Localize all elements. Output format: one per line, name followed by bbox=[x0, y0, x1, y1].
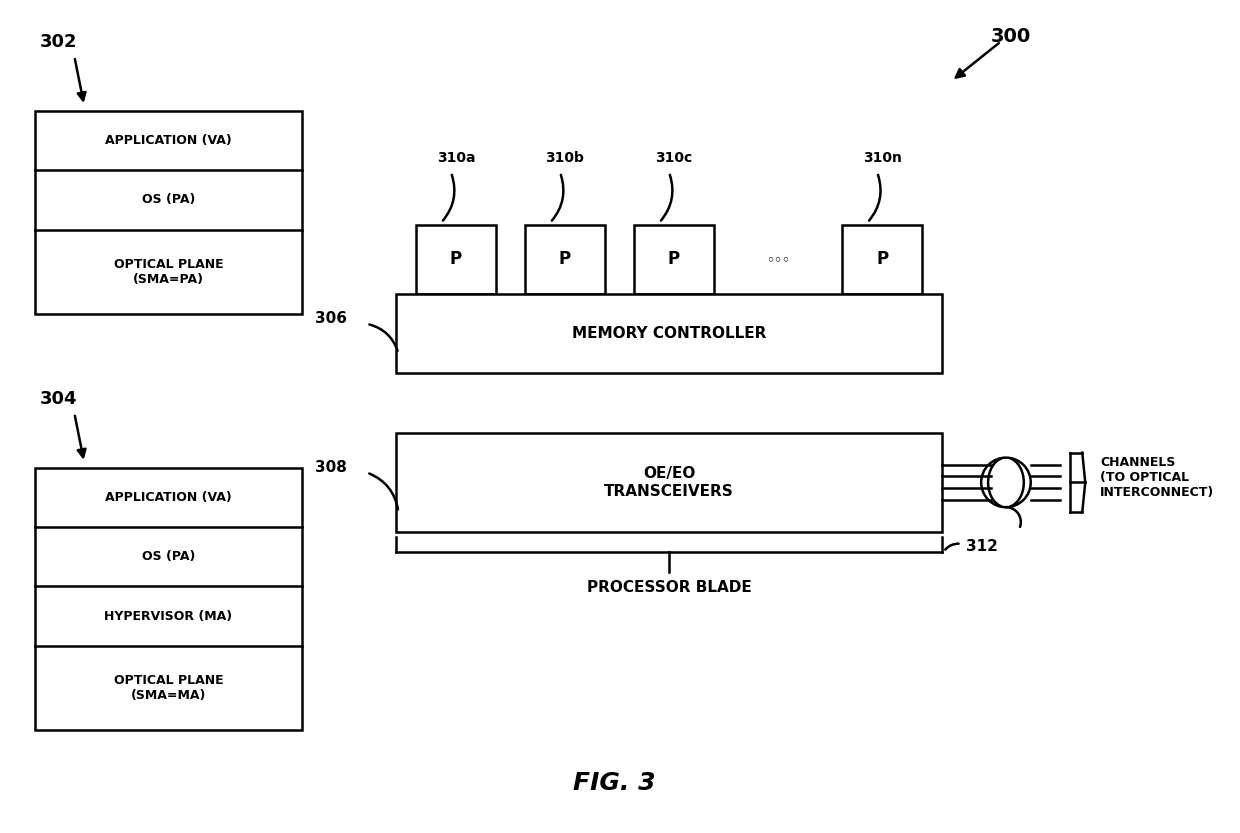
Bar bbox=[35, 111, 303, 314]
Bar bbox=[526, 225, 605, 294]
Text: 310c: 310c bbox=[655, 152, 693, 165]
Text: OPTICAL PLANE
(SMA=PA): OPTICAL PLANE (SMA=PA) bbox=[114, 257, 223, 286]
Text: 302: 302 bbox=[40, 33, 77, 52]
Text: 306: 306 bbox=[315, 312, 347, 327]
Text: 310n: 310n bbox=[863, 152, 901, 165]
Text: CHANNELS
(TO OPTICAL
INTERCONNECT): CHANNELS (TO OPTICAL INTERCONNECT) bbox=[1100, 456, 1214, 499]
Bar bbox=[417, 225, 496, 294]
Text: PROCESSOR BLADE: PROCESSOR BLADE bbox=[587, 580, 751, 595]
Bar bbox=[842, 225, 921, 294]
Text: P: P bbox=[875, 251, 888, 268]
Bar bbox=[35, 467, 303, 731]
Text: FIG. 3: FIG. 3 bbox=[573, 771, 656, 795]
Text: P: P bbox=[559, 251, 570, 268]
Text: APPLICATION (VA): APPLICATION (VA) bbox=[105, 491, 232, 504]
Bar bbox=[397, 294, 941, 373]
Text: P: P bbox=[450, 251, 463, 268]
Bar bbox=[635, 225, 713, 294]
Text: 312: 312 bbox=[966, 539, 998, 554]
Text: OS (PA): OS (PA) bbox=[141, 193, 195, 207]
Text: 310a: 310a bbox=[436, 152, 475, 165]
Text: OS (PA): OS (PA) bbox=[141, 551, 195, 563]
Text: MEMORY CONTROLLER: MEMORY CONTROLLER bbox=[572, 327, 766, 342]
Text: OE/EO
TRANSCEIVERS: OE/EO TRANSCEIVERS bbox=[604, 466, 734, 499]
Bar bbox=[397, 433, 941, 532]
Text: 310b: 310b bbox=[546, 152, 584, 165]
Text: APPLICATION (VA): APPLICATION (VA) bbox=[105, 134, 232, 147]
Text: HYPERVISOR (MA): HYPERVISOR (MA) bbox=[104, 610, 233, 623]
Text: 300: 300 bbox=[991, 27, 1032, 46]
Text: OPTICAL PLANE
(SMA=MA): OPTICAL PLANE (SMA=MA) bbox=[114, 674, 223, 702]
Text: 308: 308 bbox=[315, 460, 347, 475]
Text: P: P bbox=[668, 251, 680, 268]
Text: 304: 304 bbox=[40, 390, 77, 408]
Text: ◦◦◦: ◦◦◦ bbox=[766, 253, 790, 266]
